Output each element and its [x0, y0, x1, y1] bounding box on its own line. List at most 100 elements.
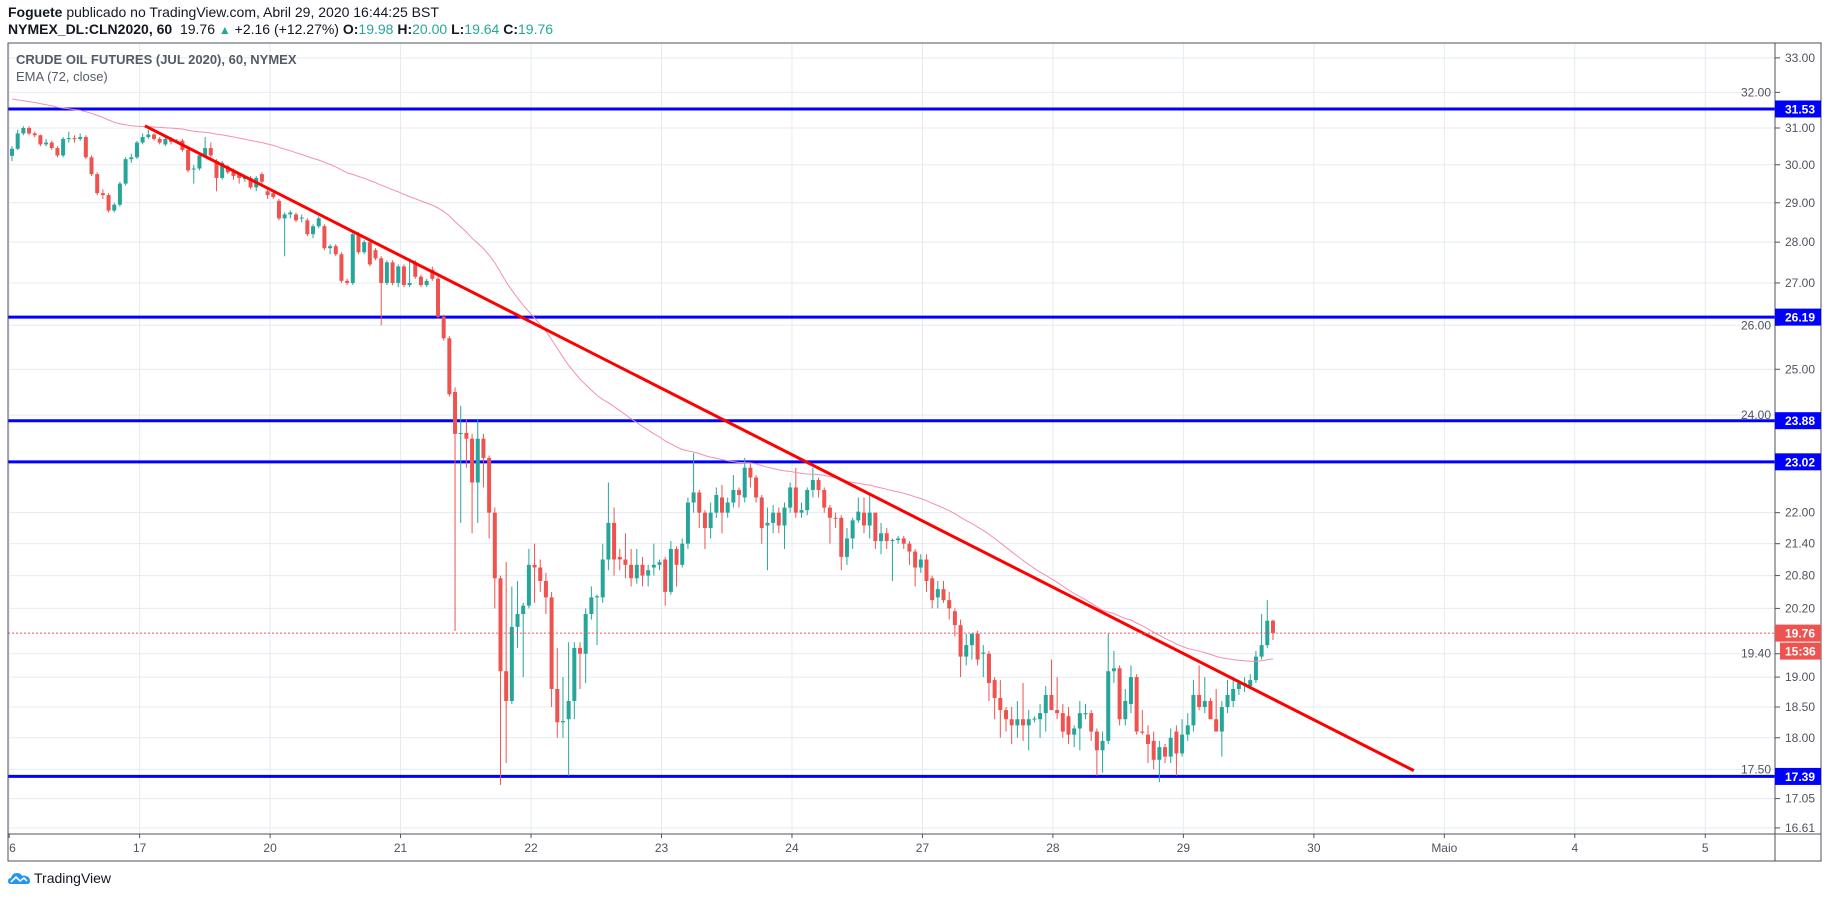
candle [1140, 710, 1145, 735]
level-price-tag-bg [1775, 308, 1821, 326]
candle [1004, 707, 1008, 732]
candle-body [106, 195, 111, 211]
candle-body [294, 214, 298, 221]
candle [15, 129, 20, 150]
candle-body [782, 507, 787, 526]
candle-body [737, 489, 742, 495]
candle-body [555, 688, 560, 723]
chart-legend-ema[interactable]: EMA (72, close) [16, 69, 108, 84]
candle-body [844, 538, 849, 557]
candle-body [345, 280, 350, 283]
candle [424, 278, 429, 288]
time-axis[interactable]: 6 17 20 21 22 23 24 27 28 29 30 Maio 4 5 [8, 834, 1709, 855]
candle-body [379, 258, 384, 283]
candle [765, 507, 770, 571]
candle-body [1009, 719, 1014, 726]
candle [952, 608, 957, 637]
candle [799, 502, 804, 518]
price-axis[interactable]: 33.00 32.00 31.00 30.00 29.00 28.00 27.00 26.00… [1741, 51, 1815, 835]
candle-body [49, 142, 54, 149]
open-label: O: [342, 21, 359, 37]
candle [697, 489, 702, 529]
candle [680, 538, 685, 568]
candle [532, 543, 537, 603]
candle [32, 131, 37, 138]
candle-body [600, 559, 605, 598]
candle [276, 198, 281, 221]
open-value: 19.98 [358, 21, 394, 37]
candle [986, 650, 991, 701]
candle-body [299, 217, 304, 219]
price-tick-label: 28.00 [1785, 235, 1815, 249]
candle [816, 477, 821, 498]
last-price: 19.76 [179, 21, 215, 37]
candle-body [578, 647, 582, 654]
candle-body [475, 438, 480, 483]
candle [1015, 700, 1020, 738]
price-tick-label: 33.00 [1785, 51, 1815, 65]
candle-body [572, 647, 577, 701]
time-tick-label: 23 [655, 841, 669, 855]
candle [1253, 650, 1258, 684]
candle [1100, 731, 1105, 773]
candle-body [986, 653, 991, 684]
candle-body [810, 480, 815, 490]
candle [322, 224, 327, 251]
candle-body [850, 520, 855, 539]
candle [873, 512, 878, 549]
candle [651, 543, 656, 576]
candle [810, 467, 815, 498]
candle-body [589, 597, 594, 614]
candle-body [714, 494, 719, 513]
bar-countdown-tag-bg [1780, 642, 1821, 660]
candle [1214, 688, 1219, 732]
candle-body [1219, 707, 1224, 732]
candle [44, 138, 49, 147]
candle-body [702, 512, 707, 529]
candle-body [1123, 700, 1128, 720]
candle-body [1185, 725, 1190, 735]
candle [867, 492, 872, 539]
footer-brand[interactable]: TradingView [8, 870, 111, 886]
candle-body [879, 533, 884, 542]
candle [436, 276, 440, 319]
candle-body [282, 214, 287, 219]
candle-body [543, 580, 548, 598]
candle [208, 142, 213, 158]
candle-body [100, 193, 105, 196]
price-tick-label: 18.50 [1785, 700, 1815, 714]
candle-body [1265, 620, 1270, 646]
candle-body [708, 512, 713, 529]
candle-body [333, 246, 338, 255]
candle [844, 528, 849, 565]
candle [72, 135, 77, 143]
candle-body [1015, 719, 1020, 726]
candle-body [1174, 731, 1179, 754]
candle [1146, 725, 1150, 763]
candle-body [89, 157, 94, 175]
candle-body [884, 533, 889, 542]
candle-body [242, 177, 247, 180]
candle-body [981, 652, 986, 654]
candle [49, 140, 54, 150]
author-name[interactable]: Foguete [8, 4, 63, 20]
horizontal-levels [8, 107, 1775, 778]
trendline[interactable] [144, 124, 1415, 772]
candle [288, 210, 293, 219]
candle [390, 260, 395, 286]
candle [708, 502, 713, 539]
candle-body [805, 489, 810, 511]
candle [492, 507, 497, 609]
candle [623, 533, 628, 579]
candle [657, 559, 662, 571]
candle [1072, 725, 1077, 748]
grid [8, 43, 1775, 834]
candle [805, 487, 810, 516]
tradingview-cloud-logo-icon [8, 873, 30, 884]
candle [714, 487, 719, 518]
candle [453, 387, 458, 631]
price-tick-label: 29.00 [1785, 196, 1815, 210]
time-tick-label: 20 [263, 841, 277, 855]
candle [663, 556, 668, 606]
